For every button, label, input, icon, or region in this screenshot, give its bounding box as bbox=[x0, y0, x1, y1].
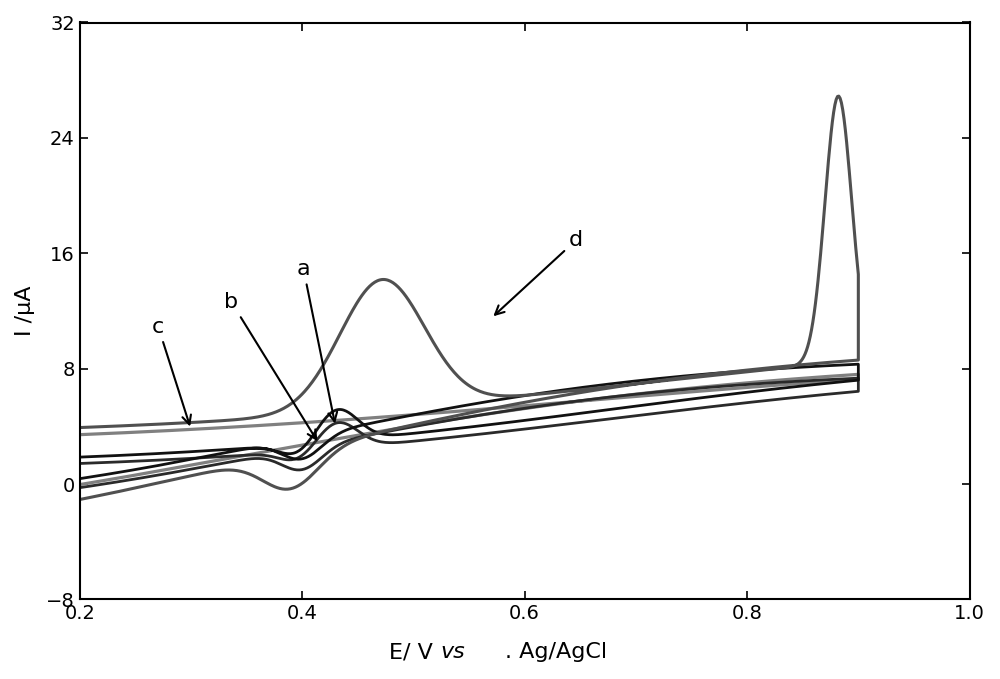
Text: a: a bbox=[297, 259, 337, 422]
Text: vs: vs bbox=[440, 642, 465, 662]
Text: d: d bbox=[495, 230, 583, 314]
Text: . Ag/AgCl: . Ag/AgCl bbox=[505, 642, 607, 662]
Text: E/ V: E/ V bbox=[389, 642, 440, 662]
Text: c: c bbox=[152, 316, 191, 424]
Text: b: b bbox=[224, 292, 316, 439]
Y-axis label: I /μA: I /μA bbox=[15, 286, 35, 336]
